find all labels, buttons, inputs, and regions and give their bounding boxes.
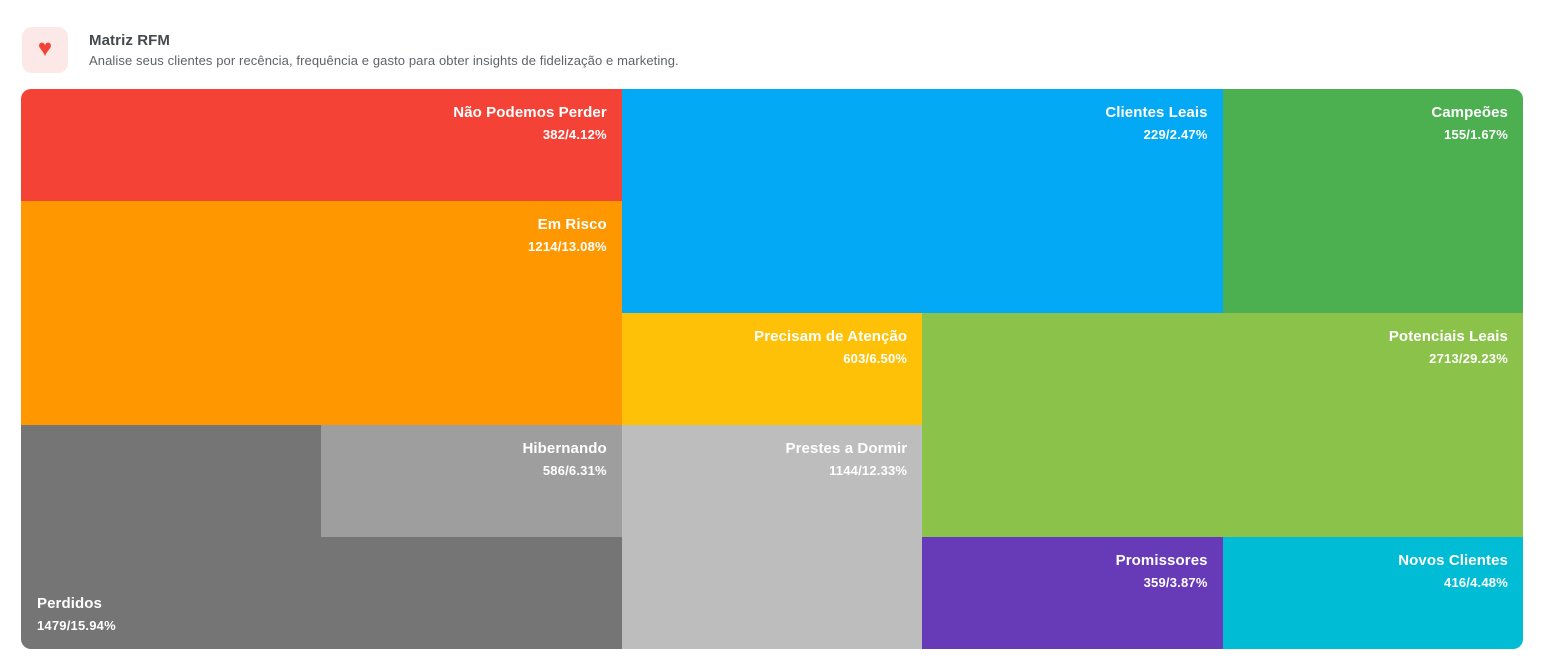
segment-campeoes[interactable]: Campeões 155/1.67% [1222, 89, 1523, 313]
segment-label: Potenciais Leais [1388, 328, 1508, 345]
segment-value: 1214/13.08% [527, 238, 607, 254]
segment-value: 155/1.67% [1444, 126, 1508, 142]
rfm-matrix-chart: Não Podemos Perder 382/4.12% Clientes Le… [21, 89, 1523, 649]
segment-value: 586/6.31% [542, 462, 607, 478]
segment-label: Campeões [1431, 104, 1508, 121]
segment-hibernando[interactable]: Hibernando 586/6.31% [321, 425, 622, 537]
segment-value: 1144/12.33% [829, 462, 908, 478]
segment-label: Em Risco [537, 216, 607, 233]
segment-label: Prestes a Dormir [785, 440, 908, 457]
segment-label: Precisam de Atenção [754, 328, 908, 345]
segment-label: Perdidos [37, 595, 102, 613]
segment-potenciais-leais[interactable]: Potenciais Leais 2713/29.23% [922, 313, 1523, 537]
segment-value: 603/6.50% [843, 350, 908, 366]
page-header: ♥ Matriz RFM Analise seus clientes por r… [22, 27, 679, 73]
segment-value: 1479/15.94% [37, 618, 116, 634]
segment-promissores[interactable]: Promissores 359/3.87% [922, 537, 1223, 649]
segment-label: Não Podemos Perder [453, 104, 607, 121]
segment-em-risco[interactable]: Em Risco 1214/13.08% [21, 201, 622, 425]
segment-value: 382/4.12% [542, 126, 607, 142]
segment-label: Promissores [1115, 552, 1208, 569]
segment-label: Hibernando [522, 440, 607, 457]
segment-precisam-de-atencao[interactable]: Precisam de Atenção 603/6.50% [621, 313, 923, 425]
page-subtitle: Analise seus clientes por recência, freq… [89, 53, 679, 68]
segment-label: Novos Clientes [1398, 552, 1508, 569]
page-title: Matriz RFM [89, 32, 170, 49]
header-text: Matriz RFM Analise seus clientes por rec… [89, 27, 679, 68]
segment-prestes-a-dormir[interactable]: Prestes a Dormir 1144/12.33% [621, 425, 923, 649]
heart-icon: ♥ [37, 35, 53, 62]
segment-value: 229/2.47% [1143, 126, 1208, 142]
segment-perdidos[interactable]: Perdidos 1479/15.94% [21, 425, 322, 649]
segment-value: 359/3.87% [1143, 574, 1208, 590]
segment-value: 416/4.48% [1444, 574, 1508, 590]
segment-value: 2713/29.23% [1429, 350, 1508, 366]
segment-label: Clientes Leais [1105, 104, 1208, 121]
heart-icon-badge: ♥ [22, 27, 68, 73]
segment-nao-podemos-perder[interactable]: Não Podemos Perder 382/4.12% [21, 89, 622, 201]
segment-perdidos-extension[interactable] [321, 537, 622, 649]
segment-novos-clientes[interactable]: Novos Clientes 416/4.48% [1222, 537, 1523, 649]
segment-clientes-leais[interactable]: Clientes Leais 229/2.47% [621, 89, 1223, 313]
